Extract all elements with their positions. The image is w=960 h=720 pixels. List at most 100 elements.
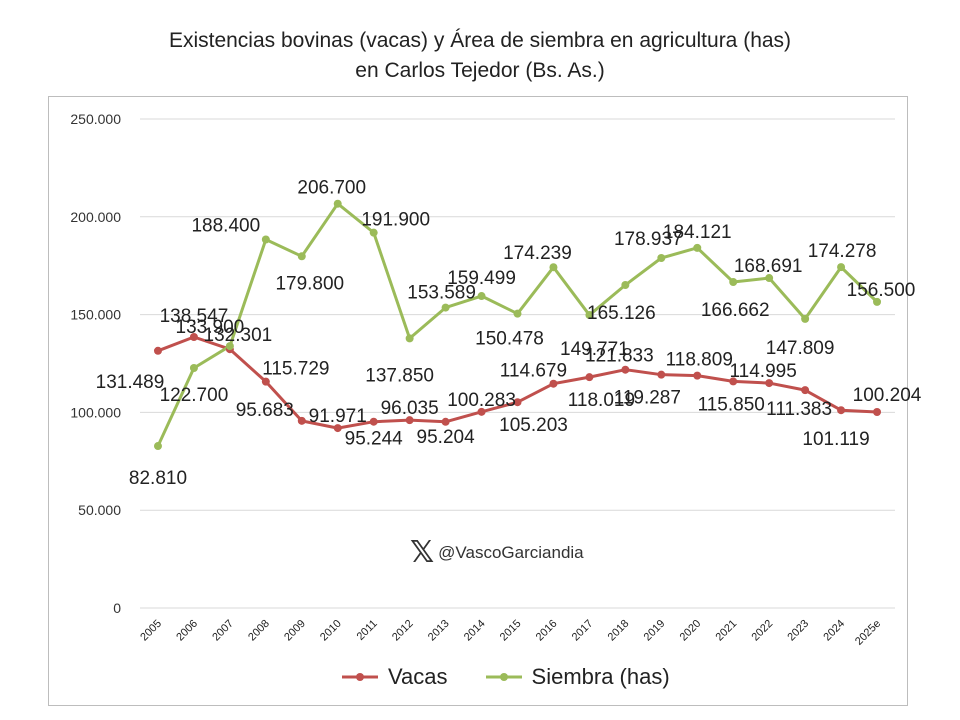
data-point-vacas <box>549 379 558 388</box>
watermark: 𝕏 @VascoGarciandia <box>410 538 584 568</box>
chart-title-line2: en Carlos Tejedor (Bs. As.) <box>355 59 605 82</box>
data-point-siembra <box>333 199 342 208</box>
data-point-vacas <box>873 408 882 417</box>
data-point-vacas <box>189 333 198 342</box>
x-tick-label: 2012 <box>390 618 416 644</box>
data-point-siembra <box>405 334 414 343</box>
legend-label-siembra: Siembra (has) <box>531 664 670 689</box>
data-point-vacas <box>369 417 378 426</box>
data-point-vacas <box>261 377 270 386</box>
x-tick-label: 2009 <box>282 618 308 644</box>
data-point-siembra <box>837 263 846 272</box>
data-point-vacas <box>441 417 450 426</box>
x-tick-label: 2015 <box>498 618 524 644</box>
data-label-vacas: 115.850 <box>698 394 765 415</box>
data-label-vacas: 121.833 <box>585 346 654 367</box>
data-label-siembra: 178.937 <box>614 229 683 250</box>
data-point-vacas <box>297 416 306 425</box>
x-tick-label: 2023 <box>785 618 811 644</box>
data-label-siembra: 166.662 <box>701 300 770 321</box>
data-point-vacas <box>477 407 486 416</box>
x-tick-label: 2022 <box>749 618 775 644</box>
data-point-siembra <box>189 363 198 372</box>
data-point-siembra <box>657 253 666 262</box>
data-point-siembra <box>261 235 270 244</box>
data-label-siembra: 137.850 <box>365 365 434 386</box>
data-point-vacas <box>657 370 666 379</box>
x-logo-icon: 𝕏 <box>410 535 435 570</box>
data-point-vacas <box>837 406 846 415</box>
data-point-vacas <box>693 371 702 380</box>
watermark-handle: @VascoGarciandia <box>438 543 584 562</box>
legend-marker-vacas <box>342 673 378 681</box>
data-label-siembra: 191.900 <box>361 210 430 231</box>
x-tick-label: 2019 <box>642 618 668 644</box>
data-label-vacas: 115.729 <box>262 359 329 380</box>
data-point-siembra <box>729 278 738 287</box>
data-point-siembra <box>297 252 306 261</box>
data-point-vacas <box>801 386 810 395</box>
data-point-vacas <box>333 424 342 433</box>
x-tick-label: 2014 <box>462 618 488 644</box>
data-label-siembra: 184.121 <box>663 222 732 243</box>
data-point-siembra <box>801 314 810 323</box>
data-point-siembra <box>549 263 558 272</box>
data-label-vacas: 101.119 <box>802 429 869 450</box>
x-tick-label: 2020 <box>678 618 704 644</box>
data-label-siembra: 165.126 <box>587 303 656 324</box>
data-label-siembra: 206.700 <box>297 178 366 199</box>
data-label-vacas: 138.547 <box>160 306 229 327</box>
data-point-siembra <box>441 303 450 312</box>
data-label-vacas: 95.244 <box>345 429 404 450</box>
data-point-siembra <box>513 309 522 318</box>
x-tick-label: 2025e <box>853 618 883 648</box>
x-tick-label: 2024 <box>821 618 847 644</box>
x-tick-label: 2017 <box>570 618 596 644</box>
data-point-vacas <box>729 377 738 386</box>
y-tick-label: 0 <box>113 600 121 616</box>
data-point-vacas <box>765 379 774 388</box>
chart-title: Existencias bovinas (vacas) y Área de si… <box>0 26 960 86</box>
data-point-siembra <box>621 281 630 290</box>
x-tick-label: 2005 <box>138 618 164 644</box>
data-label-vacas: 114.679 <box>500 361 567 382</box>
data-point-vacas <box>153 346 162 355</box>
data-label-siembra: 156.500 <box>847 280 916 301</box>
legend-label-vacas: Vacas <box>388 664 448 689</box>
x-tick-label: 2007 <box>210 618 236 644</box>
data-label-vacas: 100.204 <box>853 385 922 406</box>
data-point-vacas <box>621 365 630 374</box>
data-label-siembra: 82.810 <box>129 468 187 489</box>
data-label-siembra: 149.771 <box>560 339 629 360</box>
chart-frame <box>48 96 908 706</box>
legend-item-vacas: Vacas <box>340 664 448 690</box>
data-label-vacas: 111.383 <box>766 399 832 420</box>
data-label-siembra: 174.239 <box>503 243 572 264</box>
data-label-vacas: 95.204 <box>417 427 476 448</box>
data-label-siembra: 150.478 <box>475 329 544 350</box>
y-tick-label: 100.000 <box>70 404 121 420</box>
data-label-siembra: 147.809 <box>766 338 835 359</box>
data-point-siembra <box>765 274 774 283</box>
data-point-vacas <box>513 398 522 407</box>
y-tick-label: 200.000 <box>70 209 121 225</box>
data-label-vacas: 100.283 <box>447 390 516 411</box>
y-tick-label: 50.000 <box>78 502 121 518</box>
data-label-siembra: 122.700 <box>160 385 229 406</box>
data-label-vacas: 96.035 <box>381 398 439 419</box>
data-label-siembra: 174.278 <box>808 241 877 262</box>
data-label-vacas: 118.809 <box>666 350 733 371</box>
y-tick-label: 250.000 <box>70 111 121 127</box>
data-label-vacas: 95.683 <box>236 400 294 421</box>
data-point-siembra <box>153 442 162 451</box>
data-label-vacas: 114.995 <box>730 361 797 382</box>
data-point-siembra <box>585 311 594 320</box>
data-point-siembra <box>225 342 234 351</box>
data-point-siembra <box>369 228 378 237</box>
data-point-vacas <box>405 416 414 425</box>
data-label-vacas: 105.203 <box>499 415 568 436</box>
chart-title-line1: Existencias bovinas (vacas) y Área de si… <box>168 29 792 52</box>
x-tick-label: 2008 <box>246 618 272 644</box>
legend-item-siembra: Siembra (has) <box>484 664 670 690</box>
